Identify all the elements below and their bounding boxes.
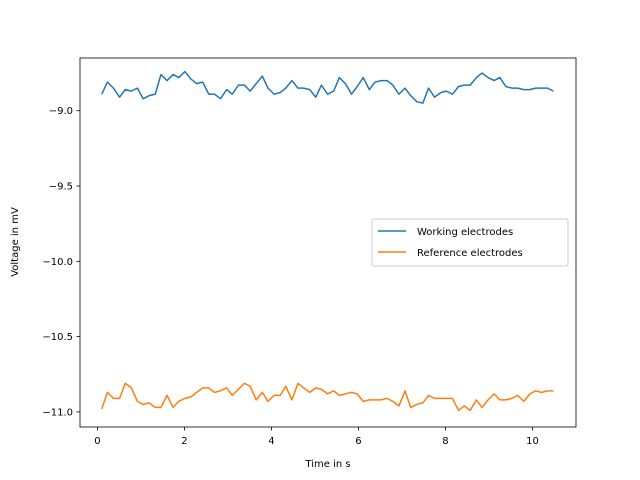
x-axis-ticks: 0 2 4 6 8 10 <box>94 427 539 447</box>
axes-frame <box>79 57 577 428</box>
legend: Working electrodes Reference electrodes <box>371 218 569 267</box>
y-tick-label: −10.5 <box>42 332 73 343</box>
series-line-1 <box>101 382 554 412</box>
y-axis-label: Voltage in mV <box>10 207 21 277</box>
legend-box <box>371 218 569 267</box>
legend-label-working: Working electrodes <box>417 227 513 238</box>
y-axis-ticks: −11.0 −10.5 −10.0 −9.5 −9.0 <box>42 106 80 418</box>
y-tick-label: −10.0 <box>42 257 73 268</box>
y-tick-label: −9.0 <box>49 106 73 117</box>
plot-area <box>79 57 577 428</box>
x-tick-label: 0 <box>94 436 100 447</box>
y-tick-label: −11.0 <box>42 407 73 418</box>
series-layer <box>101 70 554 412</box>
series-line-0 <box>101 70 554 104</box>
x-tick-label: 6 <box>355 436 361 447</box>
x-tick-label: 2 <box>181 436 187 447</box>
x-axis-label: Time in s <box>304 459 350 470</box>
y-tick-label: −9.5 <box>49 182 73 193</box>
x-tick-label: 8 <box>442 436 448 447</box>
legend-label-reference: Reference electrodes <box>417 248 523 259</box>
x-tick-label: 10 <box>526 436 539 447</box>
x-tick-label: 4 <box>268 436 274 447</box>
